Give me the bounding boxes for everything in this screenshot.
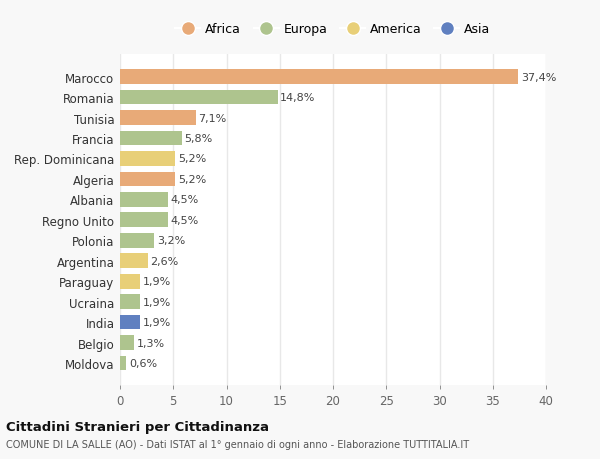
Text: 14,8%: 14,8% bbox=[280, 93, 316, 103]
Text: 5,2%: 5,2% bbox=[178, 174, 206, 185]
Bar bbox=[120, 274, 140, 289]
Text: 3,2%: 3,2% bbox=[157, 236, 185, 246]
Bar bbox=[120, 356, 127, 370]
Text: 0,6%: 0,6% bbox=[129, 358, 157, 368]
Legend: Africa, Europa, America, Asia: Africa, Europa, America, Asia bbox=[170, 18, 496, 41]
Text: 2,6%: 2,6% bbox=[151, 256, 179, 266]
Text: 5,8%: 5,8% bbox=[184, 134, 212, 144]
Text: 7,1%: 7,1% bbox=[198, 113, 227, 123]
Text: 5,2%: 5,2% bbox=[178, 154, 206, 164]
Text: 4,5%: 4,5% bbox=[170, 195, 199, 205]
Text: 1,9%: 1,9% bbox=[143, 297, 171, 307]
Text: 1,9%: 1,9% bbox=[143, 317, 171, 327]
Text: COMUNE DI LA SALLE (AO) - Dati ISTAT al 1° gennaio di ogni anno - Elaborazione T: COMUNE DI LA SALLE (AO) - Dati ISTAT al … bbox=[6, 440, 469, 449]
Bar bbox=[120, 152, 175, 167]
Text: Cittadini Stranieri per Cittadinanza: Cittadini Stranieri per Cittadinanza bbox=[6, 420, 269, 434]
Bar bbox=[120, 193, 168, 207]
Bar bbox=[120, 90, 278, 105]
Bar bbox=[120, 295, 140, 309]
Bar bbox=[120, 315, 140, 330]
Bar bbox=[120, 254, 148, 269]
Text: 37,4%: 37,4% bbox=[521, 73, 556, 83]
Text: 1,9%: 1,9% bbox=[143, 277, 171, 286]
Bar bbox=[120, 111, 196, 126]
Bar bbox=[120, 131, 182, 146]
Bar bbox=[120, 70, 518, 85]
Bar bbox=[120, 336, 134, 350]
Text: 4,5%: 4,5% bbox=[170, 215, 199, 225]
Bar bbox=[120, 172, 175, 187]
Bar bbox=[120, 233, 154, 248]
Bar bbox=[120, 213, 168, 228]
Text: 1,3%: 1,3% bbox=[137, 338, 164, 348]
